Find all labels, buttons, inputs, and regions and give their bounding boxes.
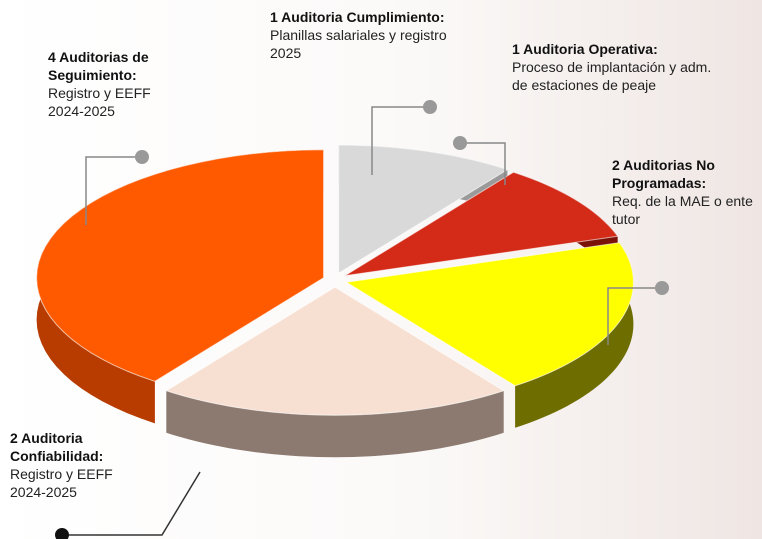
slice <box>344 171 619 277</box>
label: 2 Auditorias No Programadas: Req. de la M… <box>612 156 762 228</box>
slice-side <box>515 242 634 428</box>
leader-dot <box>135 150 149 164</box>
slice <box>36 149 325 382</box>
slice-side <box>166 390 504 458</box>
leaders <box>62 106 662 536</box>
slice <box>338 144 509 275</box>
leader-dots <box>55 100 669 539</box>
label-title: 4 Auditorias de Seguimiento: <box>48 49 149 83</box>
leader-line <box>62 471 201 536</box>
label-title: 1 Auditoria Cumplimiento: <box>270 9 445 25</box>
leader-line <box>371 106 430 175</box>
label-title: 1 Auditoria Operativa: <box>512 41 658 57</box>
leader-dot <box>453 136 467 150</box>
slice <box>344 242 634 387</box>
slice <box>165 286 505 416</box>
leader-line <box>607 287 662 345</box>
label: 2 Auditoria Confiabilidad: Registro y EEF… <box>10 429 130 501</box>
label-text: Proceso de implantación y adm. de estaci… <box>512 59 712 93</box>
label-text: Planillas salariales y registro 2025 <box>270 27 447 61</box>
label-title: 2 Auditorias No Programadas: <box>612 157 715 191</box>
label-text: Registro y EEFF 2024-2025 <box>10 466 113 500</box>
label-text: Registro y EEFF 2024-2025 <box>48 85 151 119</box>
leader-dot <box>655 281 669 295</box>
label: 1 Auditoria Cumplimiento: Planillas salar… <box>270 8 450 62</box>
pie-tops <box>36 144 634 416</box>
label-title: 2 Auditoria Confiabilidad: <box>10 430 104 464</box>
label: 4 Auditorias de Seguimiento: Registro y E… <box>48 48 188 120</box>
pie <box>36 144 634 458</box>
leader-dot <box>55 528 69 539</box>
label-text: Req. de la MAE o ente tutor <box>612 193 753 227</box>
leader-line <box>85 156 142 225</box>
leader-dot <box>423 100 437 114</box>
leader-line <box>460 142 506 185</box>
label: 1 Auditoria Operativa: Proceso de implant… <box>512 40 712 94</box>
